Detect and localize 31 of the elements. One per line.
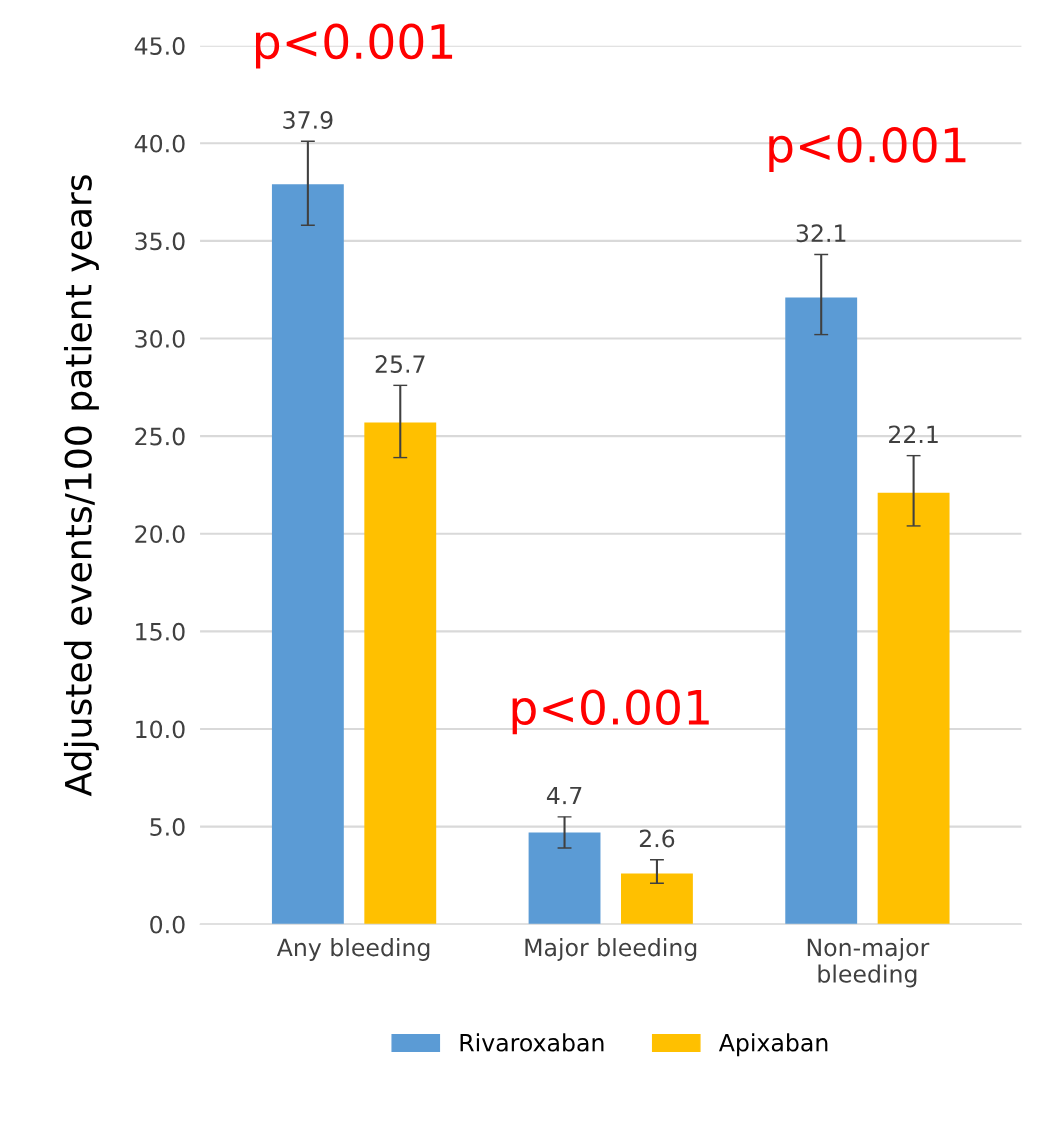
data-label: 25.7 <box>375 355 425 373</box>
x-tick-label: Major bleeding <box>525 938 697 961</box>
bar <box>271 184 344 925</box>
annotation: p<0.001 <box>255 23 453 69</box>
bar <box>621 873 693 925</box>
bar <box>877 492 950 925</box>
annotation: p<0.001 <box>769 127 966 172</box>
data-label: 2.6 <box>639 829 675 848</box>
data-label: 4.7 <box>546 786 582 805</box>
bar <box>528 832 601 925</box>
data-label: 32.1 <box>796 224 846 243</box>
legend-label: Apixaban <box>718 1033 828 1057</box>
x-tick-label: Any bleeding <box>276 938 430 961</box>
y-tick-label: 5.0 <box>150 818 185 836</box>
legend-label: Rivaroxaban <box>460 1033 604 1052</box>
y-tick-label: 25.0 <box>135 427 185 446</box>
y-tick-label: 20.0 <box>135 525 185 544</box>
y-tick-label: 10.0 <box>136 720 185 739</box>
y-tick-label: 15.0 <box>136 622 185 641</box>
bar <box>785 297 858 925</box>
y-tick-label: 30.0 <box>135 329 185 348</box>
y-tick-label: 45.0 <box>134 37 185 55</box>
y-axis-title: Adjusted events/100 patient years <box>63 175 99 797</box>
annotation: p<0.001 <box>512 689 709 735</box>
x-tick-label: Non-major bleeding <box>807 938 930 988</box>
y-tick-label: 35.0 <box>135 232 185 251</box>
data-label: 37.9 <box>283 111 333 129</box>
data-label: 22.1 <box>889 425 938 443</box>
y-tick-label: 0.0 <box>150 915 185 934</box>
bar <box>364 422 437 925</box>
y-tick-label: 40.0 <box>134 134 185 153</box>
